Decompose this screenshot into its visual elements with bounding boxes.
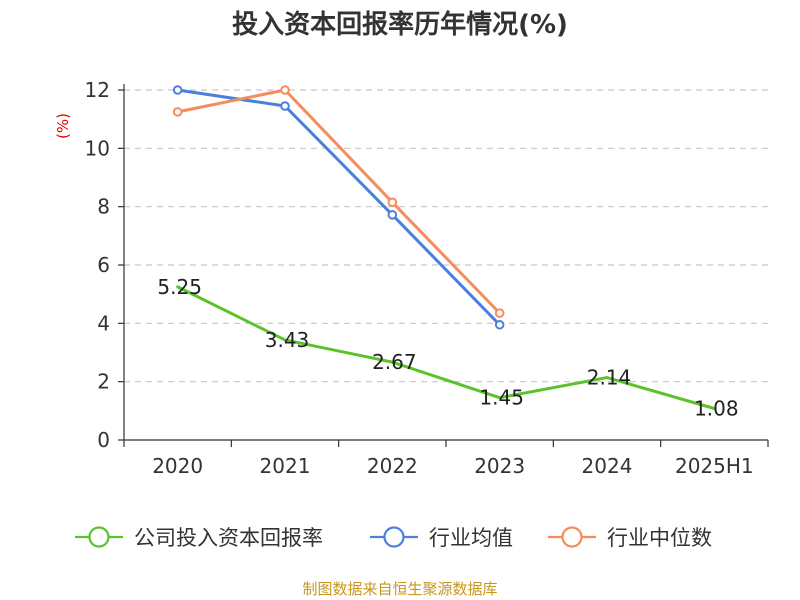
x-tick-label: 2020 bbox=[152, 454, 203, 478]
x-tick-label: 2022 bbox=[367, 454, 418, 478]
legend[interactable]: 公司投入资本回报率 行业均值 行业中位数 bbox=[75, 526, 712, 550]
data-point bbox=[172, 107, 183, 117]
x-tick-label: 2023 bbox=[474, 454, 525, 478]
data-label: 5.25 bbox=[157, 275, 202, 299]
x-tick-label: 2021 bbox=[260, 454, 311, 478]
data-point bbox=[172, 85, 183, 95]
data-point bbox=[387, 210, 398, 220]
x-tick-label: 2025H1 bbox=[675, 454, 754, 478]
y-tick-label: 10 bbox=[85, 136, 110, 160]
data-point bbox=[280, 101, 290, 111]
legend-swatch-marker bbox=[383, 526, 405, 548]
y-tick-label: 8 bbox=[97, 195, 110, 219]
legend-label: 行业均值 bbox=[429, 526, 513, 550]
data-label: 2.14 bbox=[587, 366, 632, 390]
data-label: 1.45 bbox=[479, 386, 524, 410]
legend-label: 公司投入资本回报率 bbox=[134, 526, 323, 550]
y-tick-label: 6 bbox=[97, 253, 110, 277]
series-layer bbox=[172, 85, 716, 410]
axis-layer: 0 2 4 6 8 10 12 2020 2021 2022 2023 2024 2025H1 bbox=[85, 78, 769, 478]
y-tick-label: 12 bbox=[85, 78, 110, 102]
y-tick-label: 0 bbox=[97, 428, 110, 452]
data-label-layer: 5.25 3.43 2.67 1.45 2.14 1.08 bbox=[157, 275, 738, 421]
legend-item[interactable]: 公司投入资本回报率 bbox=[75, 526, 323, 550]
data-label: 3.43 bbox=[265, 328, 310, 352]
series-line bbox=[176, 285, 716, 410]
series-line bbox=[176, 88, 502, 327]
legend-swatch-marker bbox=[561, 526, 583, 548]
x-tick-label: 2024 bbox=[582, 454, 633, 478]
legend-item[interactable]: 行业中位数 bbox=[548, 526, 712, 550]
data-label: 2.67 bbox=[372, 350, 417, 374]
y-tick-label: 2 bbox=[97, 370, 110, 394]
data-point bbox=[387, 197, 398, 208]
series-line bbox=[176, 88, 502, 315]
y-axis-label: (%) bbox=[54, 113, 72, 139]
legend-swatch-marker bbox=[88, 526, 110, 548]
data-point bbox=[494, 319, 505, 330]
y-tick-label: 4 bbox=[97, 311, 110, 335]
data-label: 1.08 bbox=[694, 397, 739, 421]
legend-label: 行业中位数 bbox=[607, 526, 712, 550]
legend-item[interactable]: 行业均值 bbox=[370, 526, 513, 550]
data-point bbox=[280, 85, 290, 95]
source-note: 制图数据来自恒生聚源数据库 bbox=[302, 580, 497, 598]
data-point bbox=[494, 308, 505, 318]
chart-title: 投入资本回报率历年情况(%) bbox=[232, 9, 568, 40]
grid-layer bbox=[124, 89, 768, 383]
